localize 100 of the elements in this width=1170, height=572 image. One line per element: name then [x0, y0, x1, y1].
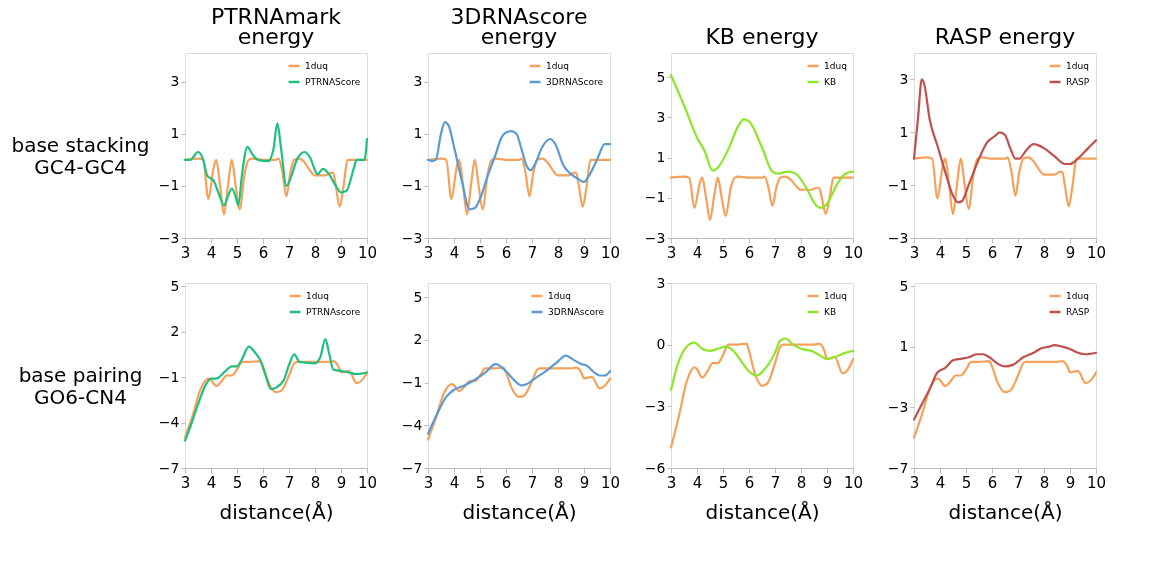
x-tick-label: 10 [600, 473, 621, 492]
y-tick-label: −1 [401, 374, 423, 391]
legend-label: KB [824, 77, 837, 87]
line-series [669, 337, 855, 391]
legend-label: RASP [1066, 307, 1090, 317]
y-tick-label: −1 [401, 177, 423, 194]
line-series [912, 156, 1098, 216]
x-tick-label: 4 [692, 243, 703, 262]
x-tick-label: 10 [357, 473, 378, 492]
y-tick-label: 5 [656, 68, 666, 85]
legend-label: 1duq [1066, 61, 1089, 71]
y-tick-label: −3 [401, 229, 423, 246]
x-axis-title: distance(Å) [462, 499, 577, 524]
legend-label: 1duq [1066, 291, 1089, 301]
y-tick-label: 3 [899, 70, 909, 87]
legend-label: 1duq [548, 291, 571, 301]
line-series [912, 344, 1098, 421]
line-series [426, 366, 612, 441]
y-tick-label: −3 [644, 229, 666, 246]
line-series [183, 338, 369, 442]
y-tick-label: −1 [158, 368, 180, 385]
line-series [669, 74, 855, 209]
x-tick-label: 8 [310, 243, 321, 262]
x-tick-label: 4 [449, 243, 460, 262]
y-tick-label: 1 [413, 125, 423, 142]
y-tick-label: 3 [413, 73, 423, 90]
y-tick-label: 1 [170, 125, 180, 142]
y-tick-label: 1 [899, 338, 909, 355]
legend-label: 1duq [306, 291, 329, 301]
legend-label: RASP [1066, 77, 1090, 87]
line-series [426, 354, 612, 435]
x-tick-label: 6 [501, 243, 512, 262]
x-tick-label: 7 [770, 243, 781, 262]
y-tick-label: 1 [899, 123, 909, 140]
x-tick-label: 5 [718, 243, 729, 262]
line-series [183, 122, 369, 207]
line-series [912, 78, 1098, 204]
x-tick-label: 9 [579, 473, 590, 492]
x-tick-label: 4 [449, 473, 460, 492]
x-tick-label: 9 [1065, 243, 1076, 262]
x-tick-label: 10 [600, 243, 621, 262]
y-tick-label: −7 [401, 459, 423, 476]
x-tick-label: 10 [357, 243, 378, 262]
y-tick-label: 3 [170, 73, 180, 90]
x-tick-label: 8 [1039, 243, 1050, 262]
y-tick-label: −1 [644, 189, 666, 206]
y-tick-label: −3 [887, 229, 909, 246]
y-tick-label: −3 [644, 397, 666, 414]
x-tick-label: 8 [1039, 473, 1050, 492]
y-tick-label: 2 [413, 331, 423, 348]
legend-label: 1duq [546, 61, 569, 71]
x-tick-label: 4 [206, 473, 217, 492]
x-tick-label: 8 [553, 243, 564, 262]
y-tick-label: 5 [170, 277, 180, 294]
x-tick-label: 6 [258, 243, 269, 262]
x-tick-label: 5 [961, 473, 972, 492]
y-tick-label: −4 [401, 416, 423, 433]
y-tick-label: −6 [644, 459, 666, 476]
legend-label: 3DRNAscore [548, 307, 605, 317]
legend-label: PTRNAScore [305, 77, 361, 87]
x-tick-label: 9 [579, 243, 590, 262]
y-tick-label: −7 [158, 459, 180, 476]
x-tick-label: 4 [935, 243, 946, 262]
y-tick-label: 1 [656, 149, 666, 166]
line-series [912, 359, 1098, 439]
x-tick-label: 4 [935, 473, 946, 492]
x-tick-label: 6 [258, 473, 269, 492]
x-tick-label: 5 [475, 473, 486, 492]
y-tick-label: −1 [158, 177, 180, 194]
chart-title: KB energy [705, 24, 819, 49]
y-tick-label: 3 [656, 274, 666, 291]
x-tick-label: 9 [1065, 473, 1076, 492]
x-axis-title: distance(Å) [219, 499, 334, 524]
x-tick-label: 10 [843, 473, 864, 492]
legend-label: 1duq [824, 61, 847, 71]
x-tick-label: 8 [796, 473, 807, 492]
x-tick-label: 6 [987, 243, 998, 262]
x-tick-label: 6 [744, 243, 755, 262]
line-series [426, 120, 612, 211]
x-axis-title: distance(Å) [948, 499, 1063, 524]
y-tick-label: 2 [170, 323, 180, 340]
x-tick-label: 5 [961, 243, 972, 262]
line-series [183, 359, 369, 439]
legend-label: 1duq [305, 61, 328, 71]
x-tick-label: 8 [796, 243, 807, 262]
x-tick-label: 7 [284, 243, 295, 262]
legend-label: PTRNAscore [306, 307, 361, 317]
x-tick-label: 5 [232, 473, 243, 492]
y-tick-label: 3 [656, 108, 666, 125]
legend-label: 3DRNAScore [546, 77, 604, 87]
legend-label: 1duq [824, 291, 847, 301]
x-tick-label: 10 [1086, 243, 1107, 262]
y-tick-label: −7 [887, 459, 909, 476]
x-tick-label: 4 [206, 243, 217, 262]
y-tick-label: −1 [887, 176, 909, 193]
x-tick-label: 6 [987, 473, 998, 492]
x-tick-label: 9 [336, 473, 347, 492]
x-tick-label: 9 [822, 243, 833, 262]
x-tick-label: 9 [822, 473, 833, 492]
x-tick-label: 6 [744, 473, 755, 492]
